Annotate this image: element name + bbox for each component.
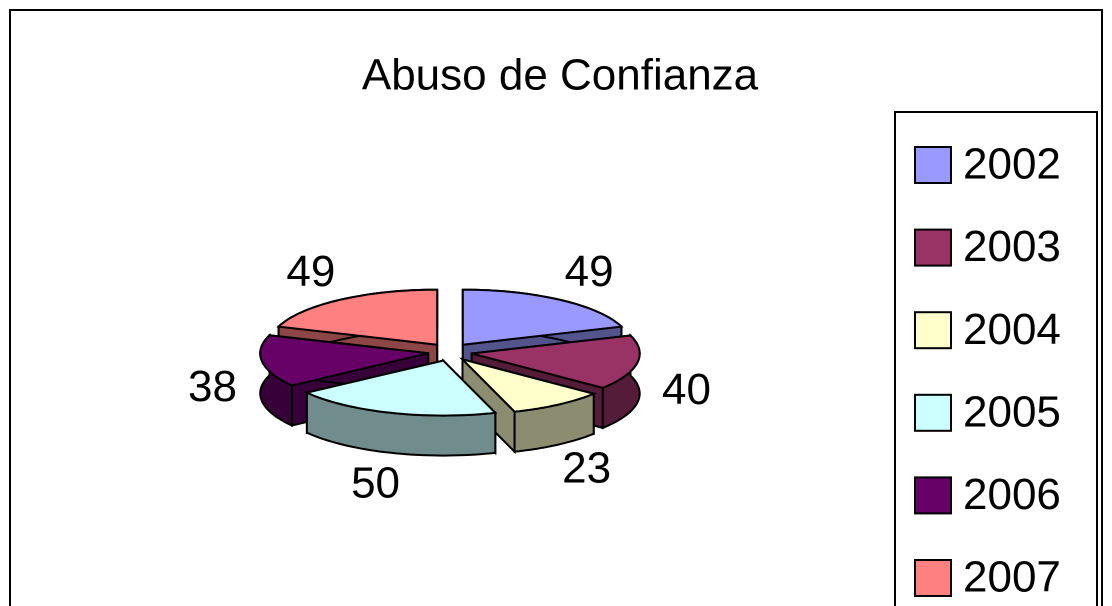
data-label: 49 (565, 247, 614, 296)
pie-slice (303, 358, 498, 457)
slice-top (259, 334, 429, 387)
legend-label: 2003 (963, 222, 1061, 271)
legend-label: 2004 (963, 305, 1061, 354)
data-label: 38 (188, 362, 237, 411)
legend-swatch (914, 393, 952, 432)
slice-top (303, 359, 498, 417)
legend-label: 2006 (963, 470, 1061, 519)
slice-top (459, 357, 597, 413)
legend-box (894, 111, 1098, 606)
slice-top (276, 288, 439, 346)
data-label: 40 (662, 365, 711, 414)
legend-swatch (914, 311, 952, 350)
legend-label: 2005 (963, 387, 1061, 436)
legend-swatch (914, 228, 952, 267)
slice-top (471, 334, 641, 389)
data-label: 50 (351, 459, 400, 508)
chart-title: Abuso de Confianza (362, 51, 759, 100)
legend-label: 2007 (963, 553, 1061, 602)
legend-swatch (914, 146, 952, 184)
legend-swatch (914, 559, 952, 597)
legend-swatch (914, 476, 952, 515)
data-label: 49 (286, 247, 335, 296)
pie-slice (459, 356, 597, 455)
slice-top (461, 288, 624, 346)
data-label: 23 (562, 443, 611, 492)
legend-label: 2002 (963, 140, 1061, 189)
